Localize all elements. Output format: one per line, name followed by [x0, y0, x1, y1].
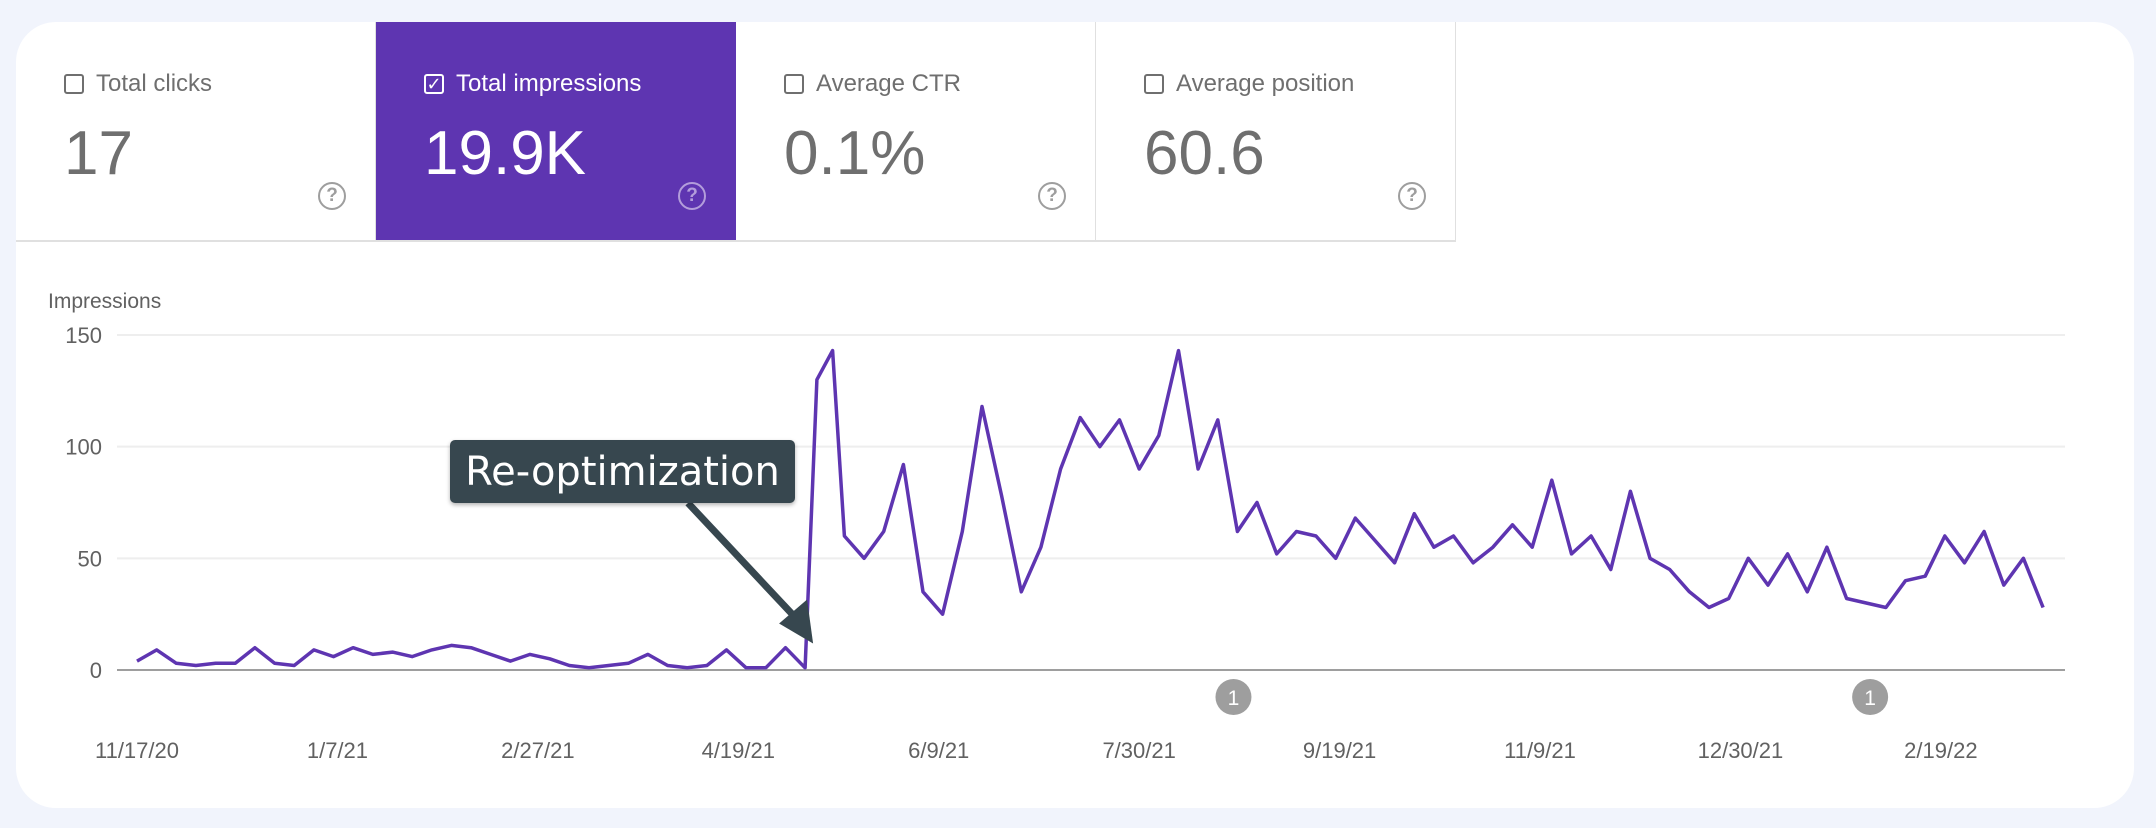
metric-value: 19.9K — [424, 119, 587, 188]
x-tick-label: 7/30/21 — [1102, 738, 1175, 763]
y-tick-label: 100 — [65, 435, 102, 460]
x-tick-label: 11/9/21 — [1504, 738, 1576, 763]
annotation-arrowhead-icon — [779, 599, 814, 644]
annotation-re-optimization: Re-optimization — [450, 440, 795, 503]
checkbox-icon[interactable] — [1144, 74, 1164, 94]
y-axis-label: Impressions — [48, 290, 161, 313]
y-tick-label: 0 — [90, 658, 102, 683]
annotation-marker-icon — [1852, 679, 1889, 715]
metric-label: Average CTR — [816, 70, 961, 97]
metric-label-row: Average CTR — [784, 70, 961, 98]
metric-label-row: Total clicks — [64, 70, 212, 98]
impressions-series-line — [136, 348, 2045, 670]
x-tick-label: 11/17/20 — [95, 738, 179, 763]
help-icon[interactable]: ? — [678, 182, 706, 210]
metric-tile-total-impressions[interactable]: ✓ Total impressions 19.9K ? — [376, 22, 736, 240]
x-tick-label: 4/19/21 — [702, 738, 775, 763]
help-icon[interactable]: ? — [1038, 182, 1066, 210]
x-tick-label: 9/19/21 — [1303, 738, 1376, 763]
x-tick-label: 6/9/21 — [908, 738, 969, 763]
x-tick-label: 2/19/22 — [1904, 738, 1977, 763]
checkbox-icon[interactable] — [784, 74, 804, 94]
metric-label: Total impressions — [456, 70, 642, 97]
checkbox-checked-icon[interactable]: ✓ — [424, 74, 444, 94]
metric-tile-total-clicks[interactable]: Total clicks 17 ? — [16, 22, 376, 240]
metric-tile-average-position[interactable]: Average position 60.6 ? — [1096, 22, 1456, 240]
metric-label-row: ✓ Total impressions — [424, 70, 641, 98]
y-tick-label: 50 — [78, 546, 102, 571]
metric-value: 17 — [64, 119, 133, 188]
metric-value: 0.1% — [784, 119, 926, 188]
annotation-arrow — [685, 500, 802, 624]
metric-label: Total clicks — [96, 70, 213, 97]
metric-label: Average position — [1176, 70, 1355, 97]
help-icon[interactable]: ? — [1398, 182, 1426, 210]
x-tick-label: 12/30/21 — [1698, 738, 1784, 763]
annotation-marker-icon — [1215, 679, 1252, 715]
x-tick-label: 1/7/21 — [307, 738, 368, 763]
metric-tiles: Total clicks 17 ? ✓ Total impressions 19.… — [16, 22, 1456, 242]
annotation-marker-label: 1 — [1228, 687, 1240, 710]
x-tick-label: 2/27/21 — [501, 738, 574, 763]
annotation-marker-label: 1 — [1864, 687, 1876, 710]
performance-card: Total clicks 17 ? ✓ Total impressions 19.… — [16, 22, 2134, 808]
checkbox-icon[interactable] — [64, 74, 84, 94]
y-tick-label: 150 — [65, 323, 102, 348]
metric-tile-average-ctr[interactable]: Average CTR 0.1% ? — [736, 22, 1096, 240]
metric-label-row: Average position — [1144, 70, 1354, 98]
help-icon[interactable]: ? — [318, 182, 346, 210]
metric-value: 60.6 — [1144, 119, 1265, 188]
